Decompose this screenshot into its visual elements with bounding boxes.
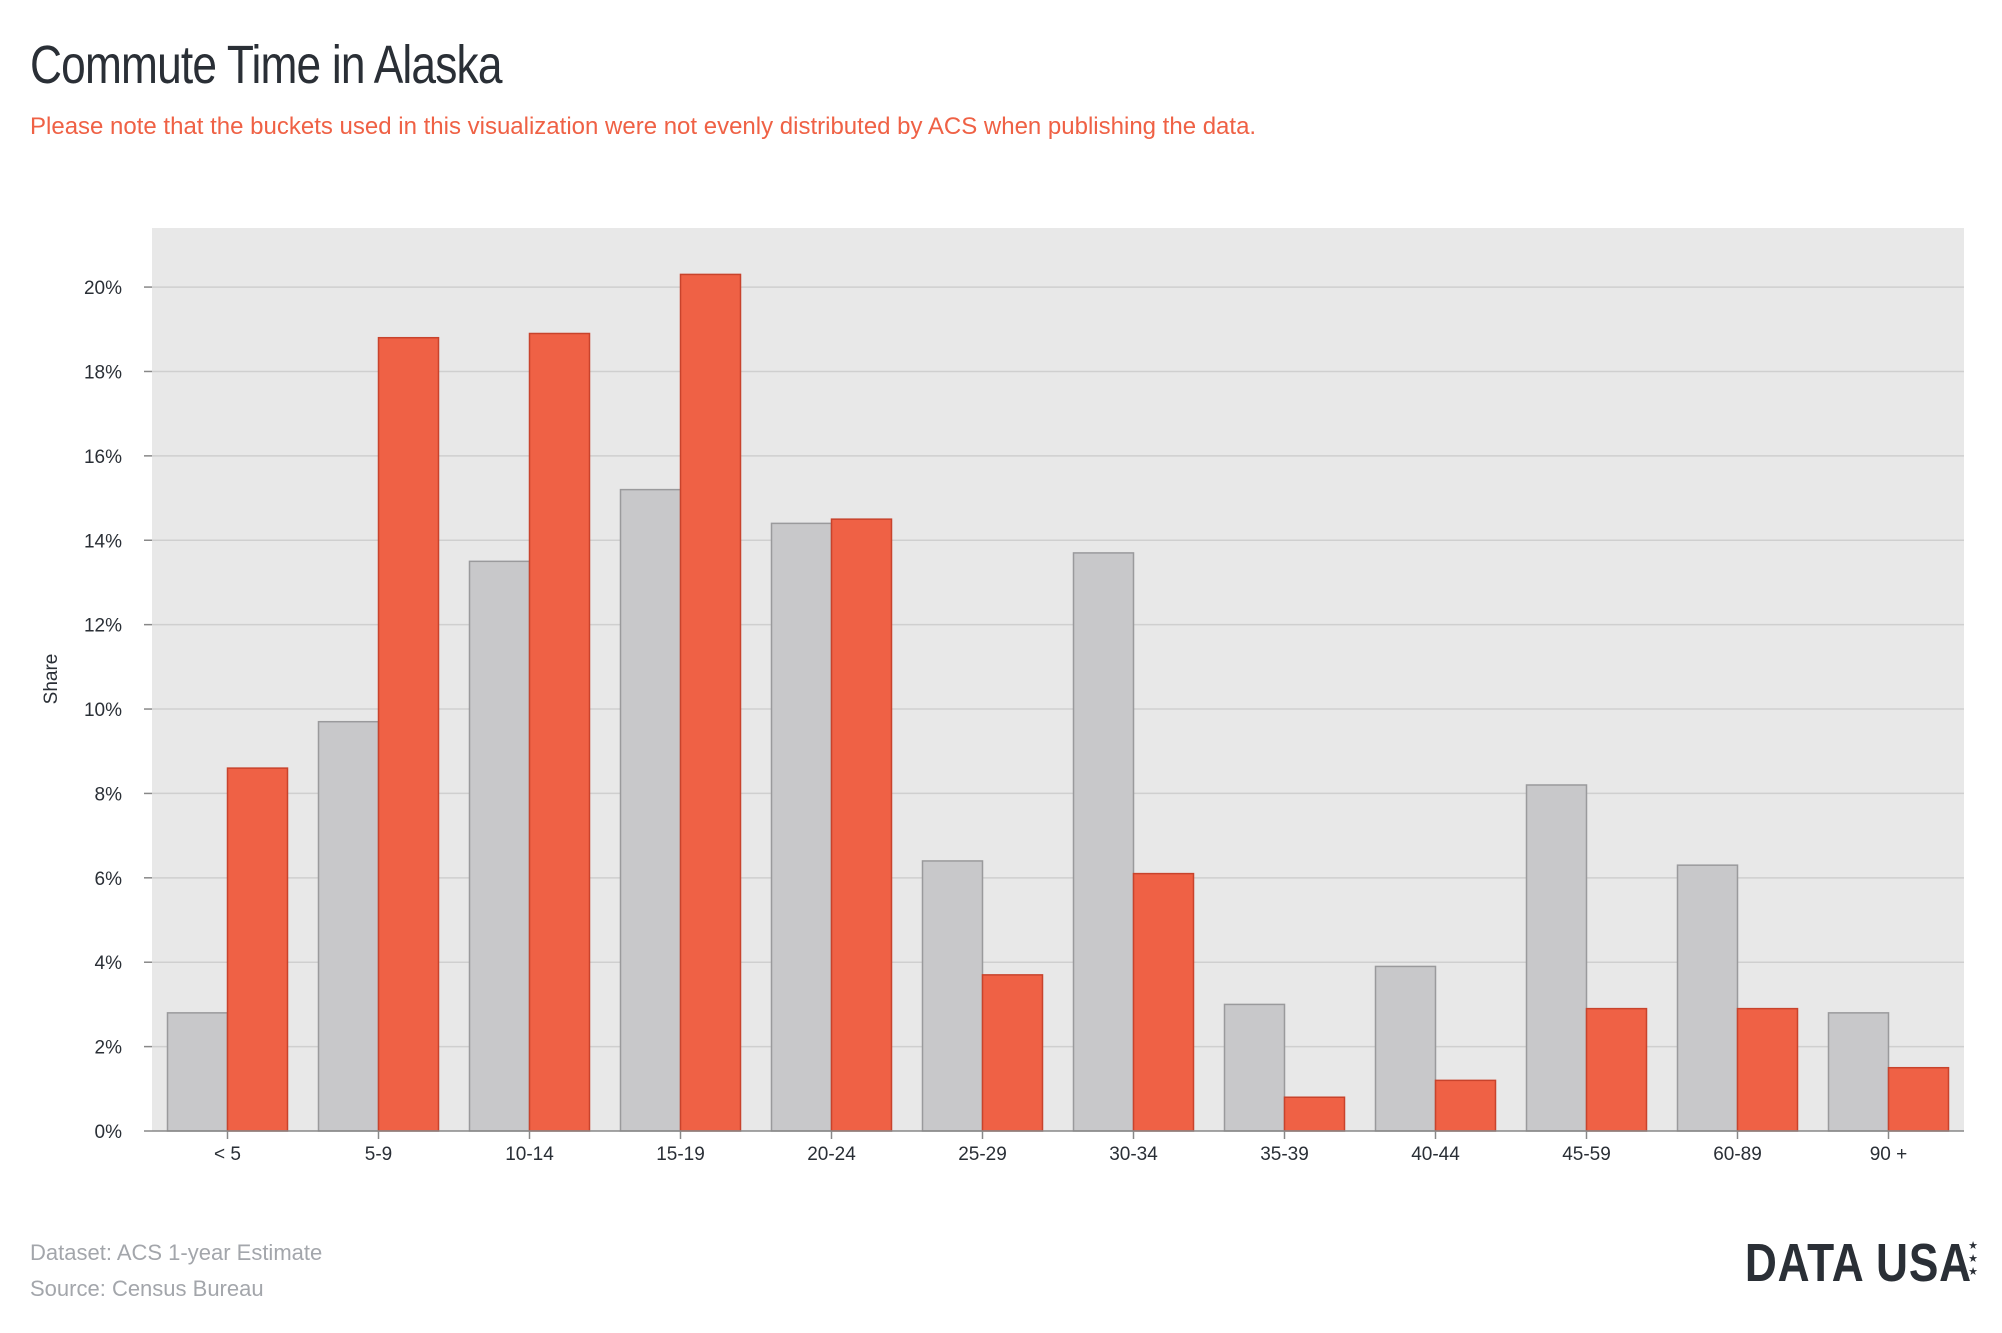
- x-tick-label: 35-39: [1260, 1144, 1309, 1165]
- bar-series-1[interactable]: [166, 1012, 229, 1132]
- x-tick-label: 45-59: [1562, 1144, 1611, 1165]
- logo-star-icon: ★: [1968, 1266, 1978, 1278]
- commute-time-bar-chart: 0% 2% 4% 6% 8% 10% 12% 14% 16% 18% 20% < 5 5-9 10-14…: [41, 228, 1964, 1165]
- bar-series-2[interactable]: [226, 767, 289, 1132]
- y-tick-label: 18%: [84, 362, 122, 383]
- bar-series-2[interactable]: [830, 518, 893, 1132]
- bar-series-1[interactable]: [1827, 1012, 1890, 1132]
- x-tick-label: 60-89: [1713, 1144, 1762, 1165]
- x-tick-label: 5-9: [365, 1144, 392, 1165]
- bar-series-2[interactable]: [1585, 1007, 1648, 1132]
- y-tick-label: 4%: [95, 953, 123, 974]
- bar-series-1[interactable]: [317, 720, 380, 1132]
- y-axis-ticks: 0% 2% 4% 6% 8% 10% 12% 14% 16% 18% 20%: [84, 278, 152, 1143]
- logo-text: DATA USA: [1744, 1233, 1973, 1293]
- bar-series-2[interactable]: [1434, 1079, 1497, 1132]
- bar-series-1[interactable]: [1374, 965, 1437, 1132]
- bar-series-2[interactable]: [981, 974, 1044, 1132]
- y-tick-label: 20%: [84, 278, 122, 299]
- y-tick-label: 2%: [95, 1038, 123, 1059]
- x-tick-label: 15-19: [656, 1144, 705, 1165]
- bar-series-2[interactable]: [528, 332, 591, 1132]
- y-tick-label: 6%: [95, 869, 123, 890]
- bar-series-2[interactable]: [1736, 1007, 1799, 1132]
- bar-series-1[interactable]: [770, 522, 833, 1132]
- x-tick-label: 25-29: [958, 1144, 1007, 1165]
- bar-series-1[interactable]: [468, 560, 531, 1132]
- bars: [166, 273, 1950, 1132]
- bar-series-1[interactable]: [1525, 784, 1588, 1132]
- bar-series-1[interactable]: [1072, 552, 1135, 1132]
- bar-series-2[interactable]: [1132, 872, 1195, 1132]
- bar-series-2[interactable]: [1887, 1066, 1950, 1132]
- y-tick-label: 14%: [84, 531, 122, 552]
- logo-star-icon: ★: [1968, 1253, 1978, 1265]
- y-tick-label: 8%: [95, 784, 123, 805]
- x-tick-label: 30-34: [1109, 1144, 1158, 1165]
- x-tick-label: 20-24: [807, 1144, 856, 1165]
- y-axis-label: Share: [41, 654, 62, 705]
- bar-series-1[interactable]: [619, 488, 682, 1132]
- y-tick-label: 10%: [84, 700, 122, 721]
- datausa-logo[interactable]: DATA USA ★ ★ ★: [1695, 1236, 1978, 1290]
- x-axis-ticks: < 5 5-9 10-14 15-19 20-24 25-29 30-34 35-39 40-4…: [214, 1131, 1907, 1165]
- grid-lines: [152, 286, 1964, 1048]
- footer-source: Source: Census Bureau: [30, 1276, 264, 1302]
- y-tick-label: 16%: [84, 447, 122, 468]
- chart-title: Commute Time in Alaska: [30, 35, 502, 95]
- footer-dataset: Dataset: ACS 1-year Estimate: [30, 1240, 323, 1265]
- y-tick-label: 0%: [95, 1122, 123, 1143]
- plot-background: [152, 228, 1964, 1131]
- chart-subtitle: Please note that the buckets used in thi…: [30, 113, 1257, 140]
- logo-star-icon: ★: [1968, 1240, 1978, 1252]
- x-tick-label: 10-14: [505, 1144, 554, 1165]
- x-tick-label: 90 +: [1870, 1144, 1908, 1165]
- logo-stars-icon: ★ ★ ★: [1968, 1240, 1978, 1279]
- bar-series-2[interactable]: [1283, 1096, 1346, 1132]
- x-tick-label: 40-44: [1411, 1144, 1460, 1165]
- bar-series-1[interactable]: [1676, 864, 1739, 1132]
- bar-series-2[interactable]: [377, 336, 440, 1132]
- footer-source-link[interactable]: Census Bureau: [111, 1276, 264, 1301]
- y-tick-label: 12%: [84, 616, 122, 637]
- bar-series-1[interactable]: [1223, 1003, 1286, 1132]
- footer-source-prefix: Source:: [30, 1276, 112, 1301]
- bar-series-2[interactable]: [679, 273, 742, 1132]
- bar-series-1[interactable]: [921, 860, 984, 1132]
- x-tick-label: < 5: [214, 1144, 241, 1165]
